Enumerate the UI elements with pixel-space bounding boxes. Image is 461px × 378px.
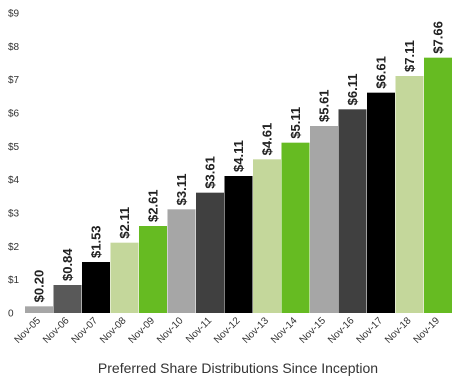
y-tick-label: $5 [8, 142, 20, 153]
data-label: $4.61 [260, 123, 275, 156]
bar-nov-17 [367, 92, 395, 313]
bar-nov-19 [424, 57, 452, 313]
y-tick-label: $6 [8, 109, 20, 120]
bar-nov-09 [139, 226, 167, 313]
x-tick-label: Nov-12 [212, 315, 243, 346]
y-tick-label: $3 [8, 209, 20, 220]
bar-nov-07 [82, 262, 110, 313]
bar-nov-05 [25, 306, 53, 313]
data-label: $7.66 [431, 21, 446, 54]
x-tick-label: Nov-16 [326, 315, 357, 346]
data-label: $6.11 [345, 74, 360, 106]
x-tick-label: Nov-19 [412, 315, 443, 346]
data-label: $5.11 [288, 107, 303, 139]
data-label: $2.11 [117, 207, 132, 239]
bar-nov-10 [167, 209, 196, 313]
bar-nov-13 [253, 159, 281, 313]
x-tick-label: Nov-09 [127, 315, 158, 346]
data-label: $1.53 [89, 225, 104, 258]
x-tick-label: Nov-14 [269, 315, 300, 346]
x-tick-label: Nov-18 [383, 315, 414, 346]
data-label: $5.61 [317, 89, 332, 122]
data-label: $0.20 [32, 270, 47, 303]
bar-nov-18 [395, 76, 424, 313]
y-tick-label: $2 [8, 242, 20, 253]
y-tick-label: $4 [8, 175, 20, 186]
y-tick-label: $8 [8, 42, 20, 53]
data-label: $3.61 [203, 156, 218, 189]
y-tick-label: $1 [8, 275, 20, 286]
x-tick-label: Nov-15 [298, 315, 329, 346]
bar-nov-12 [224, 176, 253, 313]
data-label: $7.11 [402, 40, 417, 72]
data-labels: $0.20 $0.84 $1.53 $2.11 $2.61 $3.11 $3.61 $4.11… [32, 21, 446, 302]
y-tick-label: 0 [8, 309, 14, 320]
x-tick-label: Nov-05 [13, 315, 44, 346]
data-label: $2.61 [146, 189, 161, 222]
x-tick-label: Nov-11 [184, 315, 214, 345]
data-label: $6.61 [374, 56, 389, 89]
x-tick-label: Nov-10 [155, 315, 186, 346]
x-tick-label: Nov-07 [70, 315, 101, 346]
bar-nov-06 [53, 285, 82, 313]
y-axis: 0 $1 $2 $3 $4 $5 $6 $7 $8 $9 [8, 9, 20, 320]
bar-nov-14 [281, 142, 310, 313]
x-axis-title: Preferred Share Distributions Since Ince… [98, 360, 378, 376]
data-label: $4.11 [231, 140, 246, 172]
bar-nov-15 [310, 126, 338, 313]
bar-series [25, 57, 452, 313]
data-label: $0.84 [60, 248, 75, 281]
x-tick-label: Nov-06 [41, 315, 72, 346]
y-tick-label: $7 [8, 75, 20, 86]
bar-nov-08 [110, 242, 139, 313]
x-tick-label: Nov-13 [241, 315, 272, 346]
bar-nov-11 [196, 192, 224, 313]
x-tick-label: Nov-08 [98, 315, 129, 346]
data-label: $3.11 [174, 174, 189, 206]
bar-nov-16 [338, 109, 367, 313]
y-tick-label: $9 [8, 9, 20, 20]
x-axis: Nov-05Nov-06Nov-07Nov-08Nov-09Nov-10Nov-… [13, 315, 443, 346]
x-tick-label: Nov-17 [355, 315, 386, 346]
